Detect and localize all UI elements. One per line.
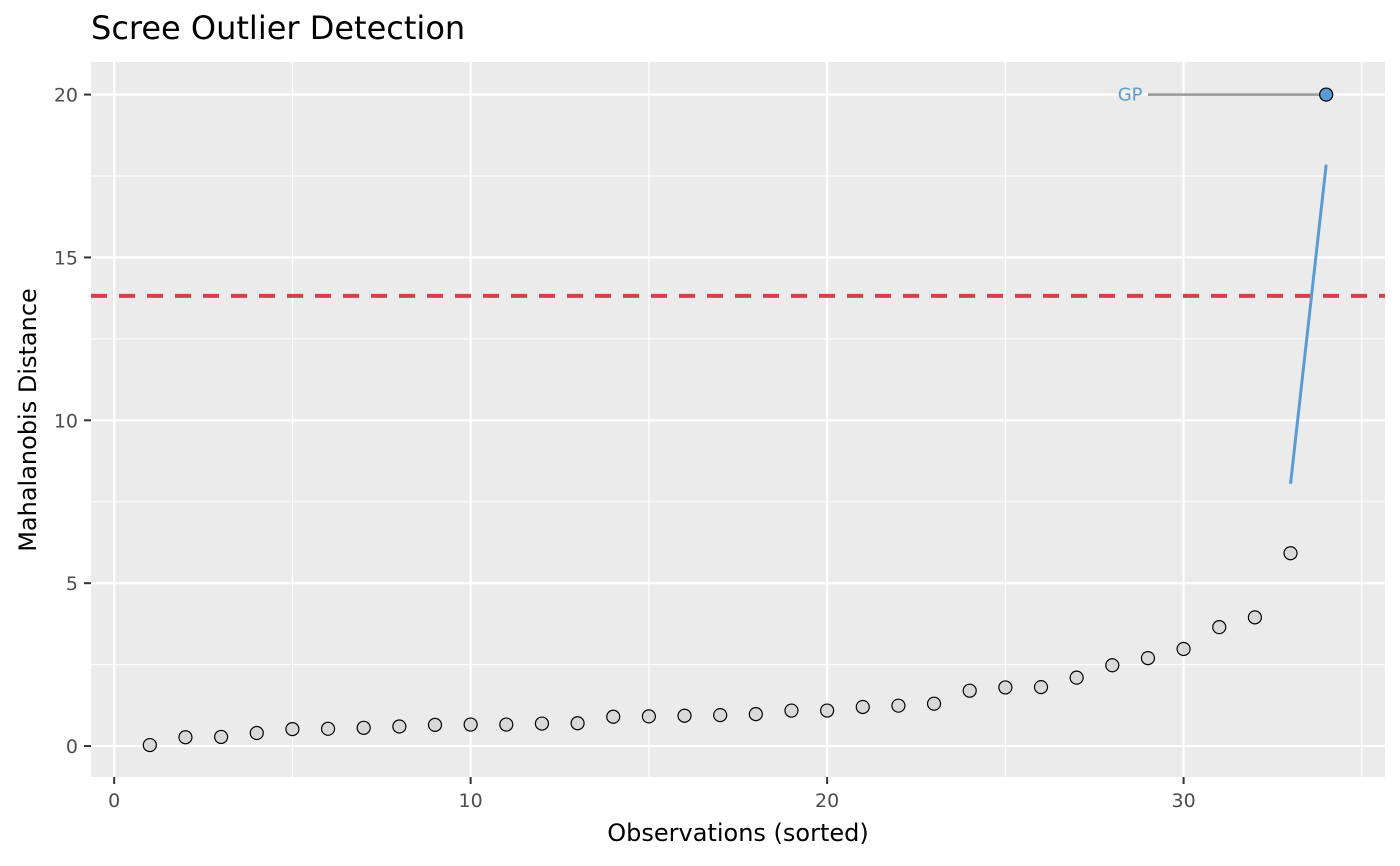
data-point [891,698,906,713]
data-point [998,680,1013,695]
data-point [1033,679,1049,695]
data-point [463,717,478,732]
chart-title: Scree Outlier Detection [91,9,465,47]
y-tick-label: 10 [54,410,78,432]
data-point [1105,658,1120,673]
data-point [748,707,763,722]
data-point [534,716,550,731]
data-point [1247,610,1262,625]
x-tick-label: 0 [108,790,120,812]
data-point [392,719,407,734]
outlier-point [1319,87,1334,102]
y-axis: 0 5 10 15 20 [54,85,91,758]
data-point [855,699,870,715]
data-point [1212,620,1227,635]
data-point [570,716,585,731]
data-point [142,737,157,753]
trend-segment [1289,164,1328,485]
x-axis-title: Observations (sorted) [607,819,868,847]
data-points [142,87,1334,753]
data-point [606,709,621,724]
data-point [962,683,977,698]
data-point [713,708,728,723]
outlier-label: GP [1118,85,1143,106]
y-tick-label: 5 [66,573,78,595]
data-point [285,722,300,737]
data-point [499,717,514,732]
data-point [320,721,336,736]
trend-segment-group [1289,164,1328,485]
data-point [784,703,799,718]
y-axis-title: Mahalanobis Distance [14,288,42,552]
y-tick-label: 20 [54,85,78,107]
x-tick-label: 30 [1171,790,1195,812]
annotation-labels: GP [1118,85,1143,106]
x-tick-label: 20 [815,790,839,812]
data-point [214,729,229,745]
data-point [820,703,835,718]
data-point [1069,670,1084,685]
x-axis: 0 10 20 30 [108,777,1196,812]
y-tick-label: 15 [54,247,78,269]
x-tick-label: 10 [459,790,483,812]
grid-lines [91,62,1385,777]
data-point [677,708,692,723]
data-point [178,730,193,745]
data-point [926,696,942,711]
data-point [249,725,264,741]
data-point [641,709,656,724]
data-point [1283,546,1298,561]
data-point [1140,651,1156,666]
data-point [427,717,443,732]
y-tick-label: 0 [66,736,78,758]
data-point [356,720,371,735]
data-point [1176,641,1191,657]
